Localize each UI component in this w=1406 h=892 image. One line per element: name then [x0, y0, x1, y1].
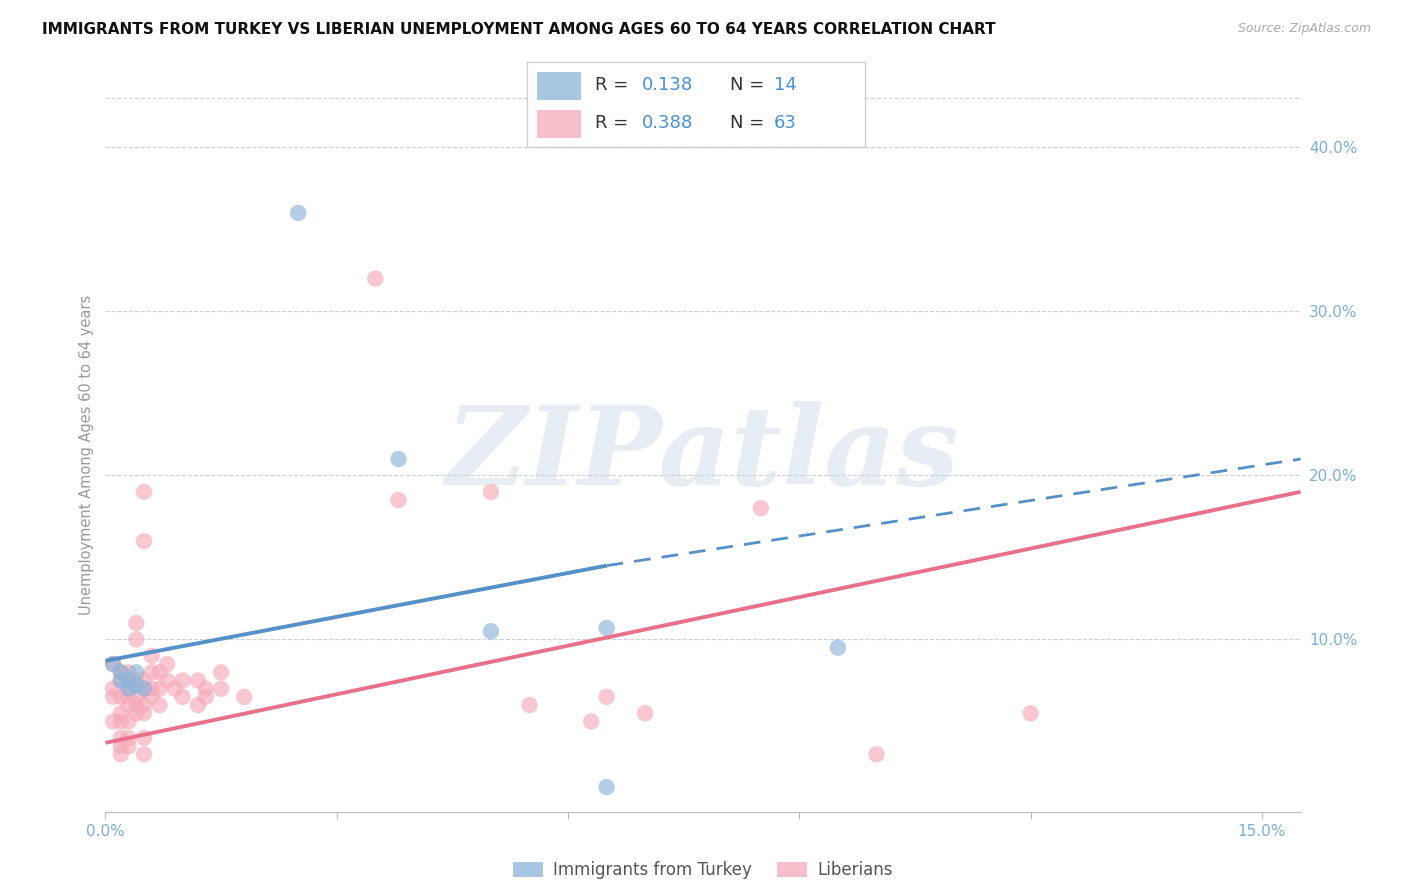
- Point: [132, 731, 155, 745]
- Point: [479, 624, 502, 639]
- Text: IMMIGRANTS FROM TURKEY VS LIBERIAN UNEMPLOYMENT AMONG AGES 60 TO 64 YEARS CORREL: IMMIGRANTS FROM TURKEY VS LIBERIAN UNEMP…: [42, 22, 995, 37]
- Y-axis label: Unemployment Among Ages 60 to 64 years: Unemployment Among Ages 60 to 64 years: [79, 294, 94, 615]
- Point: [148, 681, 170, 696]
- Point: [110, 739, 132, 753]
- Point: [117, 690, 139, 704]
- Point: [132, 534, 155, 549]
- Point: [595, 690, 617, 704]
- Text: R =: R =: [595, 114, 634, 132]
- Point: [125, 690, 148, 704]
- Text: 0.388: 0.388: [643, 114, 693, 132]
- Point: [209, 665, 232, 680]
- Point: [172, 690, 194, 704]
- Point: [827, 640, 849, 655]
- Point: [148, 665, 170, 680]
- Point: [194, 681, 217, 696]
- Point: [132, 681, 155, 696]
- Point: [117, 731, 139, 745]
- Point: [117, 681, 139, 696]
- Point: [110, 731, 132, 745]
- Text: Source: ZipAtlas.com: Source: ZipAtlas.com: [1237, 22, 1371, 36]
- Point: [125, 632, 148, 647]
- Point: [187, 698, 209, 712]
- Point: [125, 665, 148, 680]
- Text: N =: N =: [730, 77, 769, 95]
- Point: [163, 681, 186, 696]
- Point: [125, 706, 148, 721]
- Point: [194, 690, 217, 704]
- Text: 14: 14: [773, 77, 796, 95]
- Point: [141, 690, 163, 704]
- Point: [141, 665, 163, 680]
- Point: [141, 681, 163, 696]
- Point: [110, 665, 132, 680]
- Point: [117, 665, 139, 680]
- Point: [110, 747, 132, 762]
- Point: [110, 714, 132, 729]
- Text: 63: 63: [773, 114, 796, 132]
- Text: R =: R =: [595, 77, 634, 95]
- Point: [479, 484, 502, 499]
- Point: [132, 681, 155, 696]
- Point: [156, 657, 179, 671]
- Point: [125, 698, 148, 712]
- Point: [101, 657, 124, 671]
- Bar: [537, 71, 581, 100]
- Point: [110, 690, 132, 704]
- Point: [287, 206, 309, 220]
- Point: [595, 621, 617, 635]
- Point: [364, 271, 387, 285]
- Point: [110, 673, 132, 688]
- Text: N =: N =: [730, 114, 769, 132]
- Point: [117, 681, 139, 696]
- Point: [117, 673, 139, 688]
- Point: [233, 690, 256, 704]
- Point: [132, 698, 155, 712]
- Bar: [537, 110, 581, 138]
- Text: 0.138: 0.138: [643, 77, 693, 95]
- Point: [125, 678, 148, 692]
- Text: ZIPatlas: ZIPatlas: [446, 401, 960, 508]
- Point: [387, 452, 409, 467]
- Point: [110, 673, 132, 688]
- Point: [187, 673, 209, 688]
- Point: [749, 501, 772, 516]
- Point: [117, 673, 139, 688]
- Point: [125, 673, 148, 688]
- Point: [117, 698, 139, 712]
- Point: [579, 714, 602, 729]
- Point: [865, 747, 887, 762]
- Legend: Immigrants from Turkey, Liberians: Immigrants from Turkey, Liberians: [506, 855, 900, 886]
- Point: [148, 698, 170, 712]
- Point: [132, 484, 155, 499]
- Point: [117, 714, 139, 729]
- Point: [595, 780, 617, 794]
- Point: [132, 706, 155, 721]
- Point: [101, 714, 124, 729]
- Point: [125, 616, 148, 631]
- Point: [156, 673, 179, 688]
- Point: [132, 747, 155, 762]
- Point: [117, 739, 139, 753]
- Point: [634, 706, 657, 721]
- Point: [209, 681, 232, 696]
- Point: [141, 648, 163, 663]
- Point: [1019, 706, 1042, 721]
- Point: [110, 706, 132, 721]
- Point: [519, 698, 541, 712]
- Point: [387, 493, 409, 508]
- Point: [132, 673, 155, 688]
- Point: [101, 690, 124, 704]
- Point: [110, 665, 132, 680]
- Point: [172, 673, 194, 688]
- Point: [101, 657, 124, 671]
- Point: [101, 681, 124, 696]
